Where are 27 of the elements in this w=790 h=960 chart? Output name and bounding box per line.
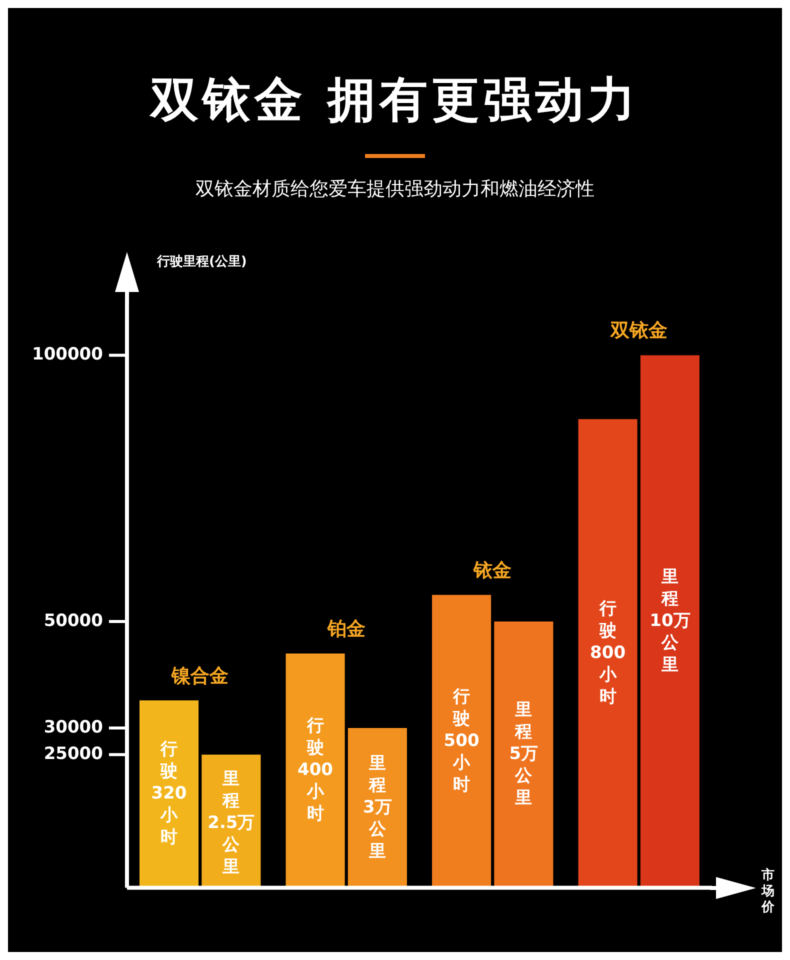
bar bbox=[494, 622, 554, 888]
bar bbox=[348, 728, 407, 888]
x-axis-title: 市场价 bbox=[760, 867, 776, 916]
data-label: 行驶800小时 bbox=[590, 598, 626, 707]
data-label: 行驶500小时 bbox=[444, 686, 480, 795]
data-label: 行驶400小时 bbox=[298, 716, 334, 824]
data-label: 里程5万公里 bbox=[509, 700, 538, 808]
bar bbox=[432, 594, 492, 888]
x-tick-label: 铱金 bbox=[472, 559, 512, 582]
y-tick-label: 50000 bbox=[44, 610, 104, 631]
chart-subtitle: 双铱金材质给您爱车提供强劲动力和燃油经济性 bbox=[194, 177, 596, 202]
x-tick-label: 镍合金 bbox=[170, 664, 229, 687]
data-label: 里程2.5万公里 bbox=[208, 769, 255, 878]
data-label: 行驶320小时 bbox=[151, 739, 187, 848]
y-tick-label: 30000 bbox=[44, 717, 104, 738]
bar bbox=[139, 700, 199, 888]
bar bbox=[578, 419, 638, 888]
data-label: 里程3万公里 bbox=[363, 753, 392, 862]
chart-title: 双铱金 拥有更强动力 bbox=[148, 71, 640, 130]
y-tick-label: 25000 bbox=[44, 744, 104, 764]
y-tick-label: 100000 bbox=[32, 344, 104, 365]
x-tick-label: 双铱金 bbox=[609, 320, 668, 342]
data-label: 里程10万公里 bbox=[650, 566, 690, 675]
x-tick-label: 铂金 bbox=[326, 618, 366, 640]
bar bbox=[640, 355, 700, 888]
y-axis-title: 行驶里程(公里) bbox=[156, 254, 247, 270]
bar bbox=[286, 653, 345, 888]
